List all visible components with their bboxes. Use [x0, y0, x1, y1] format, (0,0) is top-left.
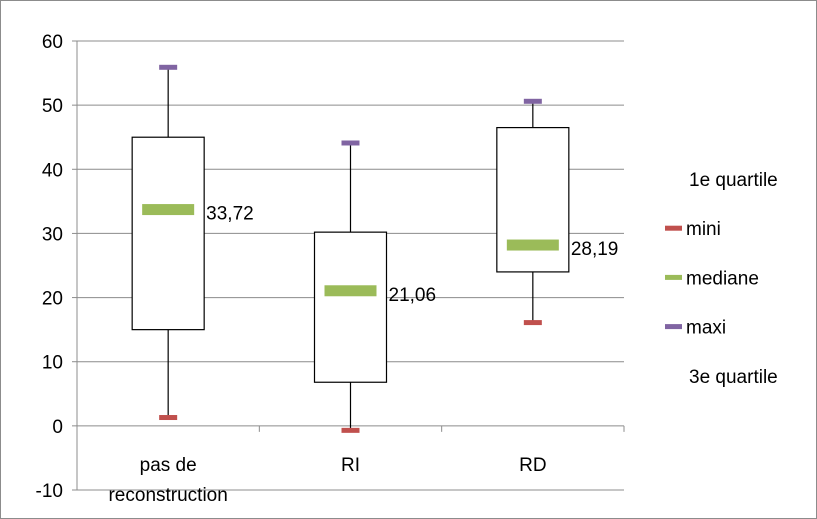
x-tick-label: RI: [341, 455, 360, 476]
y-tick-label: 40: [42, 160, 63, 181]
boxes: [131, 64, 570, 433]
legend-label: 3e quartile: [689, 367, 778, 388]
legend-swatch: [665, 324, 682, 330]
median-marker: [142, 204, 195, 216]
y-tick-label: 20: [42, 289, 63, 310]
median-marker: [324, 285, 377, 297]
box: [313, 231, 388, 383]
x-tick-label: RD: [519, 455, 546, 476]
min-marker: [159, 415, 178, 421]
y-tick-label: 0: [52, 417, 63, 438]
y-tick-label: 60: [42, 32, 63, 53]
min-marker: [523, 320, 542, 326]
y-tick-label: 10: [42, 353, 63, 374]
x-tick-label: pas de: [140, 455, 197, 476]
legend-label: maxi: [686, 318, 726, 339]
legend-swatch: [665, 274, 682, 280]
data-labels: 33,72 21,06 28,19: [206, 204, 618, 306]
legend: 1e quartile mini mediane maxi 3e quartile: [665, 170, 778, 388]
legend-label: 1e quartile: [689, 170, 778, 191]
max-marker: [341, 140, 360, 146]
x-tick-label: reconstruction: [108, 485, 227, 506]
max-marker: [159, 64, 178, 70]
median-data-label: 21,06: [389, 285, 437, 306]
legend-swatch: [665, 225, 682, 231]
axes: -10 0 10 20 30 40 50 60 pas de reconstruction RI RD: [36, 32, 625, 506]
median-data-label: 33,72: [206, 204, 254, 225]
max-marker: [523, 98, 542, 104]
y-tick-label: 30: [42, 224, 63, 245]
min-marker: [341, 427, 360, 433]
legend-label: mediane: [686, 268, 759, 289]
median-data-label: 28,19: [571, 239, 619, 260]
box: [131, 136, 205, 331]
median-marker: [506, 239, 559, 251]
legend-label: mini: [686, 219, 721, 240]
y-tick-label: 50: [42, 96, 63, 117]
y-tick-label: -10: [36, 481, 63, 502]
